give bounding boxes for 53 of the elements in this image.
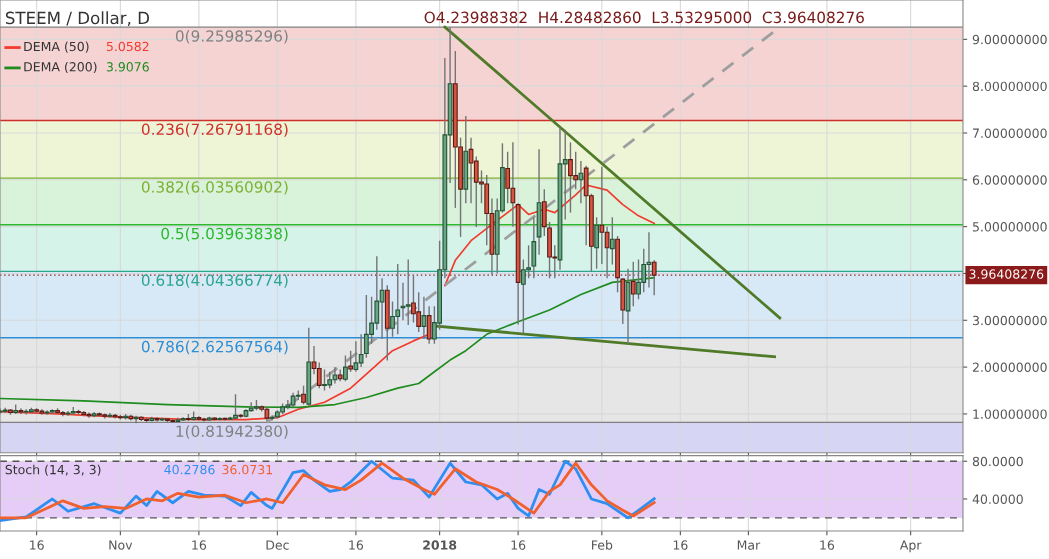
- ref-line-label: 3.96408276: [969, 269, 1044, 279]
- ref-line-label: 0.786(2.62567564): [141, 340, 288, 355]
- candlestick: [133, 415, 139, 424]
- y-tick-label: 1.00000000: [973, 409, 1047, 419]
- x-tick-label: Feb: [592, 540, 613, 550]
- y-tick-label: 3.00000000: [972, 315, 1047, 326]
- text: STEEM / Dollar, D: [5, 11, 150, 26]
- annotation: 36.0731: [222, 464, 273, 475]
- ref-line-label: 1(0.81942380): [176, 425, 288, 439]
- ref-line-label: 0.618(4.04366774): [141, 274, 288, 288]
- x-tick-label: 16: [820, 540, 835, 550]
- x-tick-label: 16: [192, 540, 207, 550]
- candlestick: [594, 216, 600, 270]
- x-tick-label: 16: [349, 540, 364, 550]
- x-tick-label: Nov: [109, 540, 133, 550]
- ref-line-label: 0.382(6.03560902): [141, 180, 288, 195]
- x-tick-label: 16: [673, 540, 688, 550]
- x-tick-label: Dec: [266, 540, 289, 550]
- ref-line-label: 0(9.25985296): [175, 29, 288, 44]
- x-tick-label: 2018: [423, 540, 457, 550]
- candlestick: [578, 160, 584, 204]
- candlestick: [301, 385, 306, 406]
- candlestick: [426, 305, 432, 345]
- annotation: 40.2786: [164, 464, 215, 475]
- candlestick: [609, 216, 615, 266]
- candlestick: [343, 354, 348, 382]
- candlestick: [630, 261, 636, 307]
- candlestick: [405, 258, 411, 326]
- x-tick-label: 16: [30, 540, 44, 550]
- y-tick-label: 40.0000: [972, 494, 1023, 504]
- text: O4.23988382 H4.28482860 L3.53295000 C3.96408276: [424, 11, 864, 24]
- y-tick-label: 80.0000: [972, 456, 1023, 467]
- text: Stoch (14, 3, 3): [5, 464, 101, 476]
- y-tick-label: 2.00000000: [972, 362, 1047, 373]
- y-tick-label: 5.00000000: [972, 222, 1047, 232]
- legend-label: DEMA (50): [24, 41, 89, 53]
- y-tick-label: 8.00000000: [972, 81, 1047, 92]
- ref-line-label: 0.236(7.26791168): [141, 123, 288, 137]
- candlestick: [421, 296, 427, 340]
- y-tick-label: 6.00000000: [972, 175, 1047, 185]
- ref-line-label: 0.5(5.03963838): [161, 227, 288, 242]
- y-tick-label: 7.00000000: [973, 128, 1047, 138]
- annotation: 3.9076: [106, 62, 149, 72]
- legend-label: DEMA (200): [24, 61, 97, 74]
- y-tick-label: 9.00000000: [972, 34, 1047, 45]
- x-tick-label: Mar: [737, 540, 761, 550]
- x-tick-label: 16: [511, 540, 526, 550]
- candlestick: [348, 350, 354, 373]
- annotation: 5.0582: [106, 41, 149, 52]
- candlestick: [651, 259, 657, 297]
- candlestick: [505, 151, 511, 204]
- x-tick-label: Apr: [899, 540, 922, 553]
- candlestick: [316, 361, 322, 389]
